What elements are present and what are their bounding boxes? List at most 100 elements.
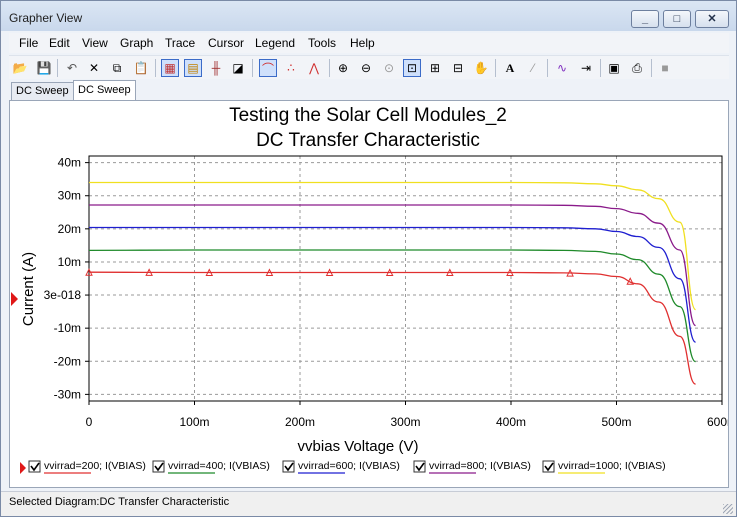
select-trace-icon[interactable]: ∿ (556, 61, 568, 75)
series-line-3 (88, 204, 697, 327)
legend-label: vvirrad=200; I(VBIAS) (44, 460, 146, 472)
x-tick-label: 300m (390, 415, 420, 429)
delete-icon[interactable]: ✕ (88, 61, 100, 75)
series-line-0 (88, 271, 697, 385)
plot-area: Testing the Solar Cell Modules_2 DC Tran… (9, 100, 729, 488)
x-tick-label: 0 (86, 415, 93, 429)
series-marker (265, 268, 274, 277)
menu-legend[interactable]: Legend (255, 36, 296, 50)
label-icon[interactable]: ⁄ (531, 61, 534, 75)
legend: vvirrad=200; I(VBIAS) vvirrad=400; I(VBIA… (28, 460, 666, 474)
zoom-in-icon[interactable]: ⊕ (337, 61, 349, 75)
series-marker (446, 268, 454, 277)
axes (85, 155, 723, 405)
legend-cursor-marker[interactable] (20, 462, 26, 474)
minimize-button[interactable]: _ (631, 10, 659, 28)
pan-icon[interactable]: ✋ (473, 61, 489, 75)
check-icon (154, 462, 164, 472)
resize-grip-icon[interactable] (723, 504, 733, 514)
y-cursor-marker[interactable] (11, 292, 18, 306)
tab-dc-sweep-1[interactable]: DC Sweep (11, 82, 74, 100)
copy-icon[interactable]: ⧉ (112, 60, 122, 75)
check-icon (284, 462, 294, 472)
dc-transfer-chart: Testing the Solar Cell Modules_2 DC Tran… (11, 105, 728, 474)
close-icon: ✕ (707, 13, 717, 25)
series-marker (205, 268, 214, 277)
status-bar: Selected Diagram:DC Transfer Characteris… (1, 491, 736, 516)
series-line-4 (89, 181, 697, 311)
zoom-area-icon[interactable]: ⊡ (403, 59, 421, 77)
legend-checkbox[interactable] (28, 460, 41, 473)
text-icon[interactable]: A (505, 60, 515, 75)
y-tick-label: 20m (58, 222, 81, 236)
y-tick-label: 10m (58, 255, 81, 269)
stop-icon[interactable]: ■ (661, 61, 669, 75)
series-marker (626, 277, 635, 285)
cursors-icon[interactable]: ⌒ (259, 59, 277, 77)
x-tick-label: 200m (285, 415, 315, 429)
legend-checkbox[interactable] (413, 460, 426, 473)
export-icon[interactable]: ⇥ (580, 61, 592, 75)
y-tick-label: -10m (54, 321, 81, 335)
minimize-icon: _ (641, 13, 649, 25)
menu-tools[interactable]: Tools (308, 36, 337, 50)
maximize-icon: □ (673, 13, 681, 25)
check-icon (544, 462, 554, 472)
tab-strip: DC Sweep DC Sweep (9, 80, 729, 100)
series-line-1 (88, 249, 697, 363)
check-icon (415, 462, 425, 472)
zoom-y-icon[interactable]: ⊟ (452, 61, 464, 75)
menu-file[interactable]: File (19, 36, 39, 50)
series-lines (85, 181, 697, 385)
y-tick-label: 30m (58, 189, 81, 203)
menu-trace[interactable]: Trace (165, 36, 196, 50)
maximize-button[interactable]: □ (663, 10, 691, 28)
series-marker (145, 268, 153, 276)
y-tick-label: 3e-018 (44, 288, 82, 302)
show-markers-icon[interactable]: ∴ (287, 61, 295, 75)
legend-checkbox[interactable] (152, 460, 165, 473)
chart-subtitle: DC Transfer Characteristic (256, 130, 480, 151)
series-marker (506, 268, 514, 277)
zoom-full-icon[interactable]: ⊙ (383, 61, 395, 75)
close-button[interactable]: ✕ (695, 10, 729, 28)
properties-icon[interactable]: ▣ (608, 61, 620, 75)
tab-dc-sweep-2[interactable]: DC Sweep (73, 80, 136, 100)
open-icon[interactable]: 📂 (12, 61, 28, 75)
undo-icon[interactable]: ↶ (66, 61, 78, 75)
toggle-bars-icon[interactable]: ╫ (211, 61, 221, 75)
black-white-icon[interactable]: ◪ (232, 61, 244, 75)
x-tick-label: 500m (601, 415, 631, 429)
menu-edit[interactable]: Edit (49, 36, 70, 50)
datapoints-icon[interactable]: ⋀ (309, 61, 319, 75)
check-icon (30, 462, 40, 472)
save-icon[interactable]: 💾 (36, 61, 52, 75)
y-tick-label: -30m (54, 387, 81, 401)
series-line-2 (89, 226, 697, 343)
x-tick-label: 100m (179, 415, 209, 429)
toolbar: 📂 💾 ↶ ✕ ⧉ 📋 ▦ ▤ ╫ ◪ ⌒ ∴ ⋀ ⊕ ⊖ ⊙ ⊡ ⊞ ⊟ ✋ … (9, 55, 729, 79)
status-text: Selected Diagram:DC Transfer Characteris… (9, 496, 230, 508)
y-tick-label: 40m (58, 156, 81, 170)
y-axis-label: Current (A) (20, 252, 37, 326)
grid-lines (89, 156, 722, 401)
menu-view[interactable]: View (82, 36, 108, 50)
x-tick-label: 600m (707, 415, 728, 429)
zoom-x-icon[interactable]: ⊞ (429, 61, 441, 75)
paste-icon[interactable]: 📋 (133, 61, 149, 75)
x-axis-label: vvbias Voltage (V) (298, 438, 419, 455)
legend-icon[interactable]: ▤ (184, 59, 202, 77)
x-tick-label: 400m (496, 415, 526, 429)
legend-label: vvirrad=400; I(VBIAS) (168, 460, 270, 472)
grid-icon[interactable]: ▦ (161, 59, 179, 77)
legend-checkbox[interactable] (542, 460, 555, 473)
legend-checkbox[interactable] (282, 460, 295, 473)
zoom-out-icon[interactable]: ⊖ (360, 61, 372, 75)
menu-cursor[interactable]: Cursor (208, 36, 245, 50)
series-marker (385, 268, 394, 277)
menu-graph[interactable]: Graph (120, 36, 154, 50)
menu-help[interactable]: Help (350, 36, 375, 50)
print-icon[interactable]: ⎙ (632, 60, 642, 75)
legend-label: vvirrad=1000; I(VBIAS) (558, 460, 666, 472)
